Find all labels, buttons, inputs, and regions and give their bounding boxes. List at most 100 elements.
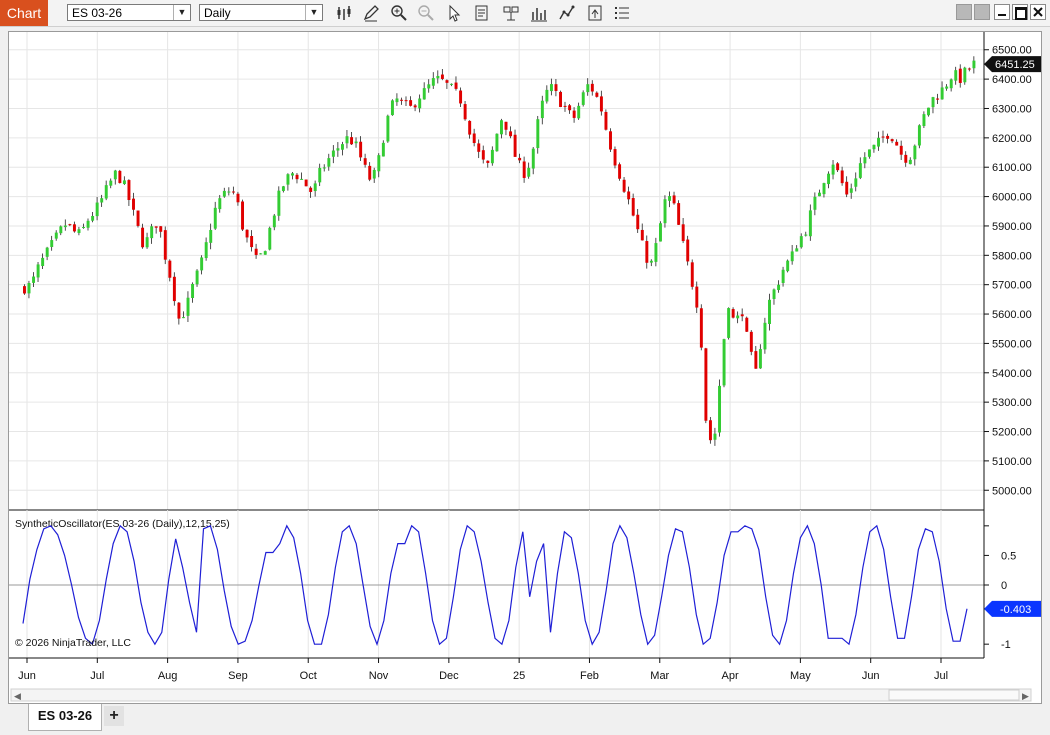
candle-body: [95, 202, 99, 217]
candle-body: [259, 253, 263, 255]
candle-body: [495, 133, 499, 152]
candle-body: [740, 314, 744, 317]
last-price-marker: 6451.25: [984, 56, 1041, 73]
draw-pencil-icon[interactable]: [362, 4, 380, 22]
candle-body: [854, 178, 858, 187]
scroll-left-icon[interactable]: ◀: [14, 691, 21, 701]
candle-body: [136, 210, 140, 226]
candle-body: [163, 230, 167, 260]
candle-body: [400, 99, 403, 101]
candle-body: [127, 180, 131, 201]
interval-value: Daily: [204, 6, 231, 20]
candle-body: [849, 188, 853, 193]
candle-body: [86, 220, 90, 228]
candle-body: [718, 385, 721, 433]
time-axis[interactable]: Jun Jul Aug Sep Oct Nov Dec 25 Feb Mar Apr May Jun Ju…: [18, 658, 948, 682]
candle-body: [890, 139, 894, 142]
candle-body: [490, 149, 494, 164]
candle-body: [27, 283, 31, 294]
candle-body: [599, 96, 603, 112]
candle-body: [772, 289, 776, 300]
chart-title-badge[interactable]: Chart: [0, 0, 48, 26]
candle-body: [663, 199, 667, 224]
bar-type-icon[interactable]: [335, 4, 353, 22]
close-icon[interactable]: [1030, 4, 1046, 20]
strategies-icon[interactable]: [558, 4, 576, 22]
candle-body: [867, 149, 871, 157]
candle-body: [590, 83, 594, 92]
candle-body: [945, 86, 949, 89]
candle-body: [627, 191, 631, 200]
price-tick-label: 5600.00: [992, 309, 1032, 321]
candle-body: [581, 92, 585, 105]
price-axis[interactable]: 5000.00 5100.00 5200.00 5300.00 5400.00 5500.…: [984, 45, 1032, 498]
pointer-icon[interactable]: [445, 4, 463, 22]
candle-body: [813, 196, 817, 210]
indicator-title[interactable]: SyntheticOscillator(ES 03-26 (Daily),12,…: [15, 518, 230, 530]
candle-body: [63, 225, 67, 228]
candle-body: [413, 105, 417, 108]
chevron-down-icon[interactable]: ▼: [305, 5, 322, 20]
price-tick-label: 5700.00: [992, 280, 1032, 292]
price-tick-label: 6500.00: [992, 45, 1032, 57]
minimize-icon[interactable]: [994, 4, 1010, 20]
candle-body: [568, 105, 572, 111]
chart-panel[interactable]: 5000.00 5100.00 5200.00 5300.00 5400.00 5500.…: [8, 31, 1042, 704]
add-tab-button[interactable]: +: [104, 706, 124, 726]
indicators-icon[interactable]: [530, 4, 548, 22]
candle-body: [554, 84, 558, 91]
scroll-right-icon[interactable]: ▶: [1022, 691, 1029, 701]
oscillator-line: [22, 524, 968, 647]
chart-trader-icon[interactable]: [586, 4, 604, 22]
oscillator-value-marker: -0.403: [984, 600, 1041, 617]
data-box-icon[interactable]: [473, 4, 491, 22]
candle-body: [681, 224, 685, 242]
time-tick-label: Jul: [934, 670, 948, 682]
horizontal-scrollbar[interactable]: ◀ ▶: [10, 688, 1032, 702]
candle-body: [377, 155, 381, 172]
interval-selector[interactable]: Daily ▼: [199, 4, 323, 21]
candle-body: [122, 180, 126, 185]
instrument-selector[interactable]: ES 03-26 ▼: [67, 4, 191, 21]
osc-tick-label: 0.5: [1001, 550, 1016, 562]
chart-canvas[interactable]: 5000.00 5100.00 5200.00 5300.00 5400.00 5500.…: [9, 32, 1041, 703]
candle-body: [300, 178, 304, 180]
candle-body: [763, 322, 767, 350]
candle-body: [236, 193, 240, 203]
candle-body: [409, 100, 413, 106]
candle-body: [291, 173, 294, 176]
candle-body: [722, 339, 726, 386]
candle-body: [386, 115, 390, 142]
restore-gray-icon[interactable]: [974, 4, 990, 20]
candle-body: [186, 297, 190, 316]
time-tick-label: Jul: [90, 670, 104, 682]
candle-body: [295, 174, 299, 180]
tab-bar: [0, 704, 1050, 735]
candle-body: [913, 145, 917, 160]
candle-body: [831, 164, 835, 175]
oscillator-axis[interactable]: -1 0 0.5: [984, 525, 1016, 651]
candle-body: [36, 264, 40, 278]
properties-icon[interactable]: [502, 4, 520, 22]
candle-body: [304, 179, 308, 187]
scrollbar-thumb[interactable]: [888, 689, 1020, 701]
candle-body: [877, 137, 880, 147]
min-gray-icon[interactable]: [956, 4, 972, 20]
time-tick-label: Mar: [650, 670, 669, 682]
chevron-down-icon[interactable]: ▼: [173, 5, 190, 20]
price-tick-label: 5300.00: [992, 397, 1032, 409]
candle-body: [917, 125, 921, 146]
candle-body: [518, 157, 522, 161]
more-icon[interactable]: [613, 4, 631, 22]
candle-body: [245, 229, 249, 238]
candle-body: [572, 110, 576, 118]
zoom-out-icon[interactable]: [417, 4, 435, 22]
candle-body: [454, 82, 458, 89]
time-tick-label: Sep: [228, 670, 248, 682]
maximize-icon[interactable]: [1012, 4, 1028, 20]
zoom-in-icon[interactable]: [390, 4, 408, 22]
tab-es-03-26[interactable]: ES 03-26: [28, 704, 102, 731]
price-tick-label: 5800.00: [992, 250, 1032, 262]
candle-body: [368, 165, 372, 180]
candle-body: [963, 67, 967, 83]
